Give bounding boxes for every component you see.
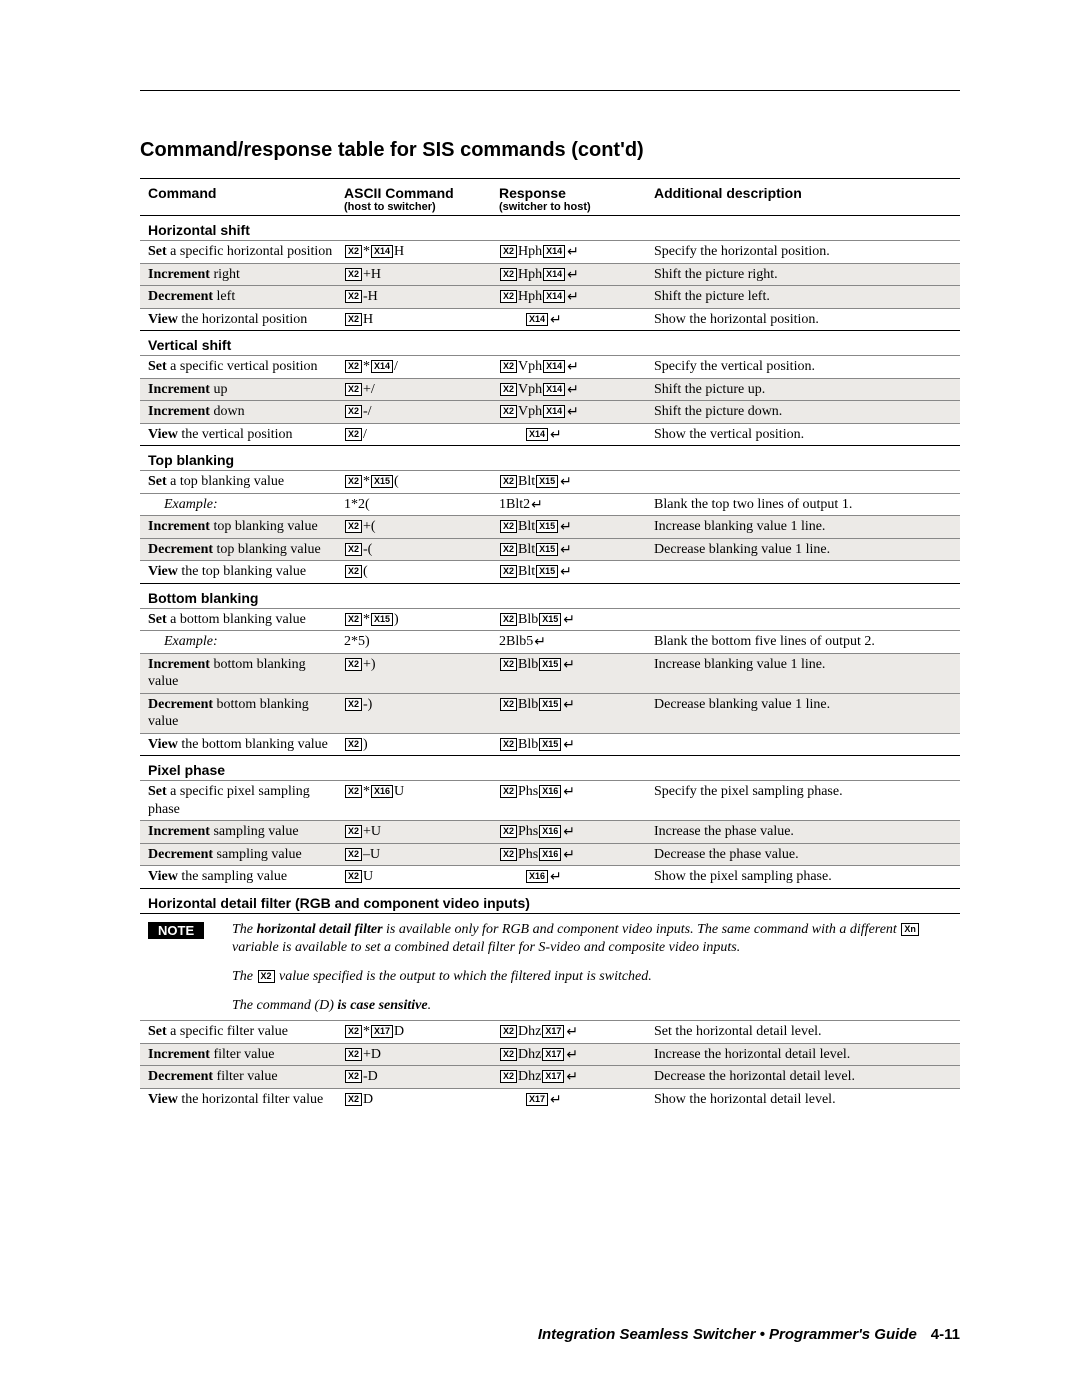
note-badge: NOTE bbox=[148, 922, 204, 939]
table-row: Set a specific filter value X2*X17D X2Dh… bbox=[140, 1021, 960, 1044]
table-row: View the horizontal filter value X2D X17… bbox=[140, 1088, 960, 1110]
page-title: Command/response table for SIS commands … bbox=[140, 139, 960, 162]
section-botblank: Bottom blanking bbox=[140, 583, 960, 608]
table-row: Increment bottom blanking value X2+) X2B… bbox=[140, 653, 960, 693]
table-row: Decrement top blanking value X2-( X2BltX… bbox=[140, 538, 960, 561]
col-desc: Additional description bbox=[650, 179, 960, 216]
top-rule bbox=[140, 90, 960, 91]
table-row: Set a specific vertical position X2*X14/… bbox=[140, 356, 960, 379]
table-row: Increment right X2+H X2HphX14↵ Shift the… bbox=[140, 263, 960, 286]
table-row: View the bottom blanking value X2) X2Blb… bbox=[140, 733, 960, 756]
section-pixel: Pixel phase bbox=[140, 756, 960, 781]
table-row: Increment sampling value X2+U X2PhsX16↵ … bbox=[140, 821, 960, 844]
page-footer: Integration Seamless Switcher • Programm… bbox=[538, 1326, 960, 1343]
table-row: View the top blanking value X2( X2BltX15… bbox=[140, 561, 960, 584]
table-row: Set a top blanking value X2*X15( X2BltX1… bbox=[140, 471, 960, 494]
table-row: Increment filter value X2+D X2DhzX17↵ In… bbox=[140, 1043, 960, 1066]
col-command: Command bbox=[140, 179, 340, 216]
section-hshift: Horizontal shift bbox=[140, 216, 960, 241]
table-header-row: Command ASCII Command(host to switcher) … bbox=[140, 179, 960, 216]
note-row: NOTE The horizontal detail filter is ava… bbox=[140, 913, 960, 1021]
section-hdetail: Horizontal detail filter (RGB and compon… bbox=[140, 888, 960, 913]
table-row: Increment down X2-/ X2VphX14↵ Shift the … bbox=[140, 401, 960, 424]
table-row: Decrement left X2-H X2HphX14↵ Shift the … bbox=[140, 286, 960, 309]
table-row: Increment top blanking value X2+( X2BltX… bbox=[140, 516, 960, 539]
command-table: Command ASCII Command(host to switcher) … bbox=[140, 178, 960, 1110]
table-row: Increment up X2+/ X2VphX14↵ Shift the pi… bbox=[140, 378, 960, 401]
table-row: Decrement sampling value X2–U X2PhsX16↵ … bbox=[140, 843, 960, 866]
section-vshift: Vertical shift bbox=[140, 331, 960, 356]
page: Command/response table for SIS commands … bbox=[0, 0, 1080, 1397]
table-row: Set a specific horizontal position X2*X1… bbox=[140, 241, 960, 264]
table-row: Example: 1*2( 1Blt2↵ Blank the top two l… bbox=[140, 493, 960, 516]
table-row: View the sampling value X2U X16↵ Show th… bbox=[140, 866, 960, 889]
table-row: Set a bottom blanking value X2*X15) X2Bl… bbox=[140, 608, 960, 631]
table-row: Decrement filter value X2-D X2DhzX17↵ De… bbox=[140, 1066, 960, 1089]
table-row: Example: 2*5) 2Blb5↵ Blank the bottom fi… bbox=[140, 631, 960, 654]
table-row: View the vertical position X2/ X14↵ Show… bbox=[140, 423, 960, 446]
section-topblank: Top blanking bbox=[140, 446, 960, 471]
table-row: Set a specific pixel sampling phase X2*X… bbox=[140, 781, 960, 821]
col-ascii: ASCII Command(host to switcher) bbox=[340, 179, 495, 216]
col-response: Response(switcher to host) bbox=[495, 179, 650, 216]
table-row: View the horizontal position X2H X14↵ Sh… bbox=[140, 308, 960, 331]
table-row: Decrement bottom blanking value X2-) X2B… bbox=[140, 693, 960, 733]
